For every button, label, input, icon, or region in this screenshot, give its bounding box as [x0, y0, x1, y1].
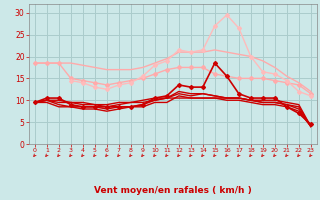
X-axis label: Vent moyen/en rafales ( km/h ): Vent moyen/en rafales ( km/h ) [94, 186, 252, 195]
